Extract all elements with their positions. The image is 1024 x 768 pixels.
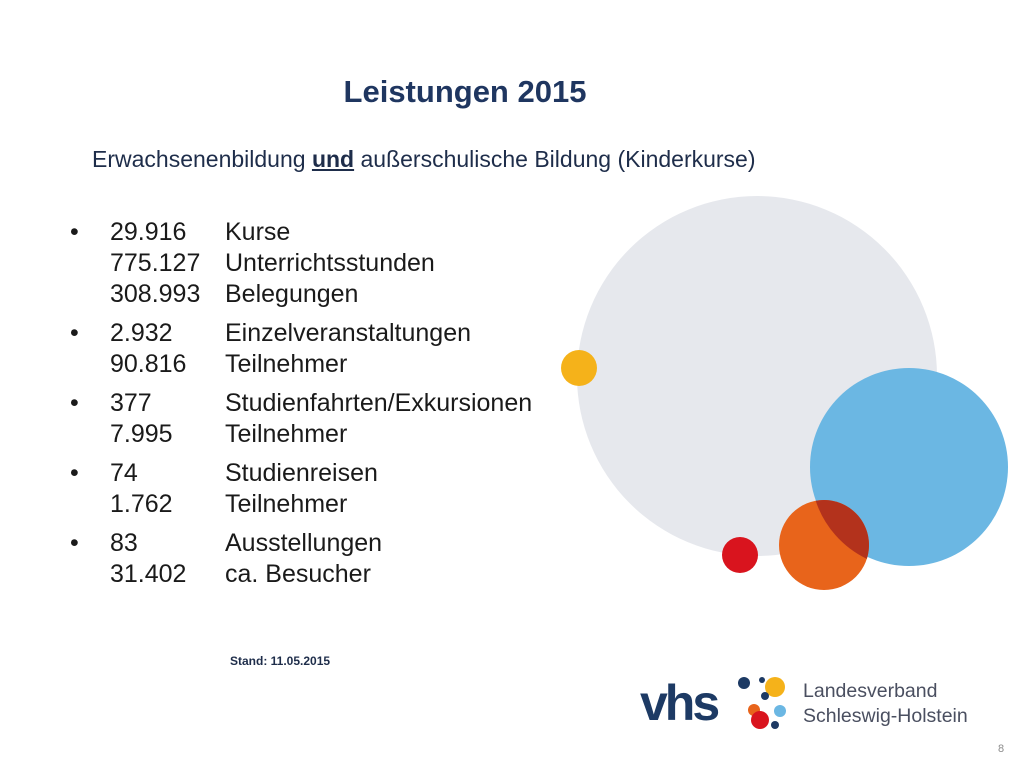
list-item: • 83 Ausstellungen 31.402 ca. Besucher — [70, 528, 532, 590]
stat-row: 775.127 Unterrichtsstunden — [70, 248, 532, 279]
stat-label: Teilnehmer — [225, 350, 348, 378]
blue-circle — [810, 368, 1008, 566]
stat-row: 2.932 Einzelveranstaltungen — [70, 318, 532, 349]
stat-label: Ausstellungen — [225, 529, 383, 557]
stat-row: 7.995 Teilnehmer — [70, 419, 532, 450]
subtitle-part-1: Erwachsenenbildung — [92, 146, 312, 172]
stat-label: Teilnehmer — [225, 420, 348, 448]
stat-label: Unterrichtsstunden — [225, 249, 435, 277]
yellow-dot — [561, 350, 597, 386]
vhs-logo: vhs — [640, 675, 786, 731]
logo-dot-navy-4 — [771, 721, 779, 729]
stat-row: 1.762 Teilnehmer — [70, 489, 532, 520]
logo-dot-red — [751, 711, 769, 729]
logo-line-1: Landesverband — [803, 680, 938, 702]
logo-dot-yellow — [765, 677, 785, 697]
logo-dot-navy-1 — [738, 677, 750, 689]
stat-value: 90.816 — [110, 350, 187, 378]
red-dot — [722, 537, 758, 573]
stat-value: 775.127 — [110, 249, 201, 277]
page-number: 8 — [998, 743, 1005, 755]
stat-row: 377 Studienfahrten/Exkursionen — [70, 388, 532, 419]
bullet-icon: • — [70, 218, 79, 246]
logo-line-2: Schleswig-Holstein — [803, 705, 968, 727]
logo-dot-navy-3 — [761, 692, 769, 700]
stand-date: Stand: 11.05.2015 — [230, 654, 331, 668]
stat-label: Teilnehmer — [225, 490, 348, 518]
stat-value: 7.995 — [110, 420, 173, 448]
stat-value: 74 — [110, 459, 138, 487]
orange-blue-overlap — [815, 500, 869, 559]
stat-label: Kurse — [225, 218, 291, 246]
stat-value: 31.402 — [110, 560, 187, 588]
stat-label: Belegungen — [225, 280, 359, 308]
slide-title: Leistungen 2015 — [343, 74, 587, 109]
stat-label: Einzelveranstaltungen — [225, 319, 471, 347]
stat-row: 31.402 ca. Besucher — [70, 559, 532, 590]
subtitle-part-2: außerschulische Bildung (Kinderkurse) — [354, 146, 756, 172]
list-item: • 74 Studienreisen 1.762 Teilnehmer — [70, 458, 532, 520]
stats-list: • 29.916 Kurse 775.127 Unterrichtsstunden … — [70, 217, 532, 598]
list-item: • 377 Studienfahrten/Exkursionen 7.995 Tei… — [70, 388, 532, 450]
stat-row: 308.993 Belegungen — [70, 279, 532, 310]
stat-row: 74 Studienreisen — [70, 458, 532, 489]
bullet-icon: • — [70, 529, 79, 557]
vhs-logo-text: vhs — [640, 675, 718, 731]
stat-row: 29.916 Kurse — [70, 217, 532, 248]
subtitle-emphasis: und — [311, 146, 355, 172]
bullet-icon: • — [70, 459, 79, 487]
stat-row: 90.816 Teilnehmer — [70, 349, 532, 380]
logo-dot-navy-2 — [759, 677, 765, 683]
stat-value: 29.916 — [110, 218, 187, 246]
stat-value: 377 — [110, 389, 152, 417]
list-item: • 29.916 Kurse 775.127 Unterrichtsstunden … — [70, 217, 532, 310]
list-item: • 2.932 Einzelveranstaltungen 90.816 Teiln… — [70, 318, 532, 380]
stat-value: 1.762 — [110, 490, 173, 518]
stat-value: 83 — [110, 529, 138, 557]
stat-value: 308.993 — [110, 280, 201, 308]
stat-label: ca. Besucher — [225, 560, 371, 588]
slide-subtitle: Erwachsenenbildung und außerschulische B… — [92, 146, 756, 173]
stat-row: 83 Ausstellungen — [70, 528, 532, 559]
bullet-icon: • — [70, 389, 79, 417]
stat-label: Studienfahrten/Exkursionen — [225, 389, 533, 417]
stat-value: 2.932 — [110, 319, 173, 347]
bullet-icon: • — [70, 319, 79, 347]
logo-dot-blue — [774, 705, 786, 717]
stat-label: Studienreisen — [225, 459, 378, 487]
